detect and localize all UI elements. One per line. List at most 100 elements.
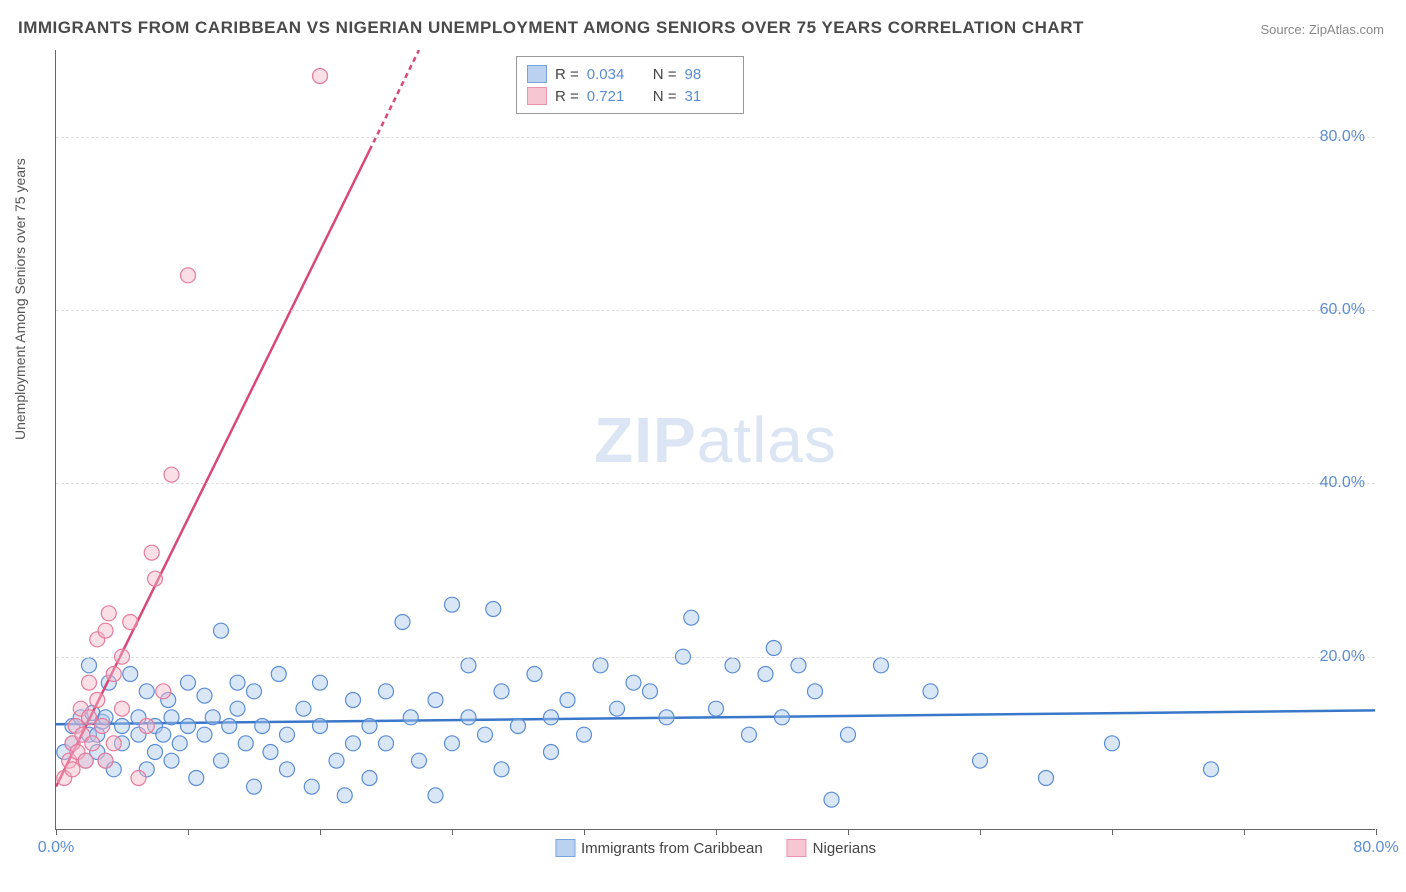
scatter-point — [1204, 762, 1219, 777]
scatter-point — [144, 545, 159, 560]
scatter-point — [544, 745, 559, 760]
scatter-point — [148, 571, 163, 586]
plot-svg — [56, 50, 1375, 829]
scatter-point — [923, 684, 938, 699]
scatter-point — [874, 658, 889, 673]
scatter-point — [412, 753, 427, 768]
n-value: 98 — [685, 66, 733, 83]
scatter-point — [123, 615, 138, 630]
scatter-point — [85, 736, 100, 751]
scatter-point — [461, 658, 476, 673]
scatter-point — [527, 667, 542, 682]
scatter-point — [230, 675, 245, 690]
r-value: 0.721 — [587, 88, 635, 105]
scatter-point — [461, 710, 476, 725]
scatter-point — [214, 623, 229, 638]
scatter-point — [478, 727, 493, 742]
scatter-point — [725, 658, 740, 673]
scatter-point — [78, 753, 93, 768]
legend-swatch — [527, 87, 547, 105]
scatter-point — [313, 719, 328, 734]
x-tick-mark — [1112, 829, 1113, 835]
scatter-point — [1105, 736, 1120, 751]
scatter-point — [205, 710, 220, 725]
scatter-point — [181, 675, 196, 690]
legend-swatch — [555, 839, 575, 857]
r-label: R = — [555, 66, 579, 83]
scatter-point — [346, 736, 361, 751]
scatter-point — [238, 736, 253, 751]
legend-swatch — [527, 65, 547, 83]
scatter-point — [403, 710, 418, 725]
scatter-point — [255, 719, 270, 734]
x-tick-mark — [188, 829, 189, 835]
scatter-point — [82, 675, 97, 690]
scatter-point — [379, 684, 394, 699]
scatter-point — [271, 667, 286, 682]
scatter-point — [329, 753, 344, 768]
scatter-point — [164, 710, 179, 725]
y-axis-label: Unemployment Among Seniors over 75 years — [12, 158, 28, 440]
x-tick-label: 80.0% — [1353, 839, 1398, 857]
scatter-point — [709, 701, 724, 716]
scatter-point — [98, 623, 113, 638]
scatter-point — [296, 701, 311, 716]
scatter-point — [643, 684, 658, 699]
scatter-point — [214, 753, 229, 768]
scatter-point — [577, 727, 592, 742]
scatter-point — [494, 762, 509, 777]
scatter-point — [593, 658, 608, 673]
scatter-point — [106, 736, 121, 751]
n-value: 31 — [685, 88, 733, 105]
scatter-point — [486, 602, 501, 617]
scatter-point — [181, 268, 196, 283]
x-tick-mark — [1244, 829, 1245, 835]
scatter-point — [82, 658, 97, 673]
scatter-point — [304, 779, 319, 794]
scatter-point — [148, 745, 163, 760]
scatter-point — [337, 788, 352, 803]
scatter-point — [445, 597, 460, 612]
scatter-point — [445, 736, 460, 751]
x-tick-mark — [452, 829, 453, 835]
scatter-point — [313, 675, 328, 690]
scatter-point — [511, 719, 526, 734]
scatter-point — [131, 771, 146, 786]
scatter-point — [841, 727, 856, 742]
scatter-point — [164, 467, 179, 482]
scatter-point — [65, 762, 80, 777]
scatter-point — [791, 658, 806, 673]
scatter-point — [428, 693, 443, 708]
scatter-point — [156, 684, 171, 699]
scatter-point — [98, 753, 113, 768]
legend-correlation: R =0.034N =98R =0.721N =31 — [516, 56, 744, 114]
scatter-point — [90, 693, 105, 708]
x-tick-mark — [56, 829, 57, 835]
scatter-point — [139, 684, 154, 699]
gridline — [56, 137, 1375, 138]
scatter-point — [973, 753, 988, 768]
scatter-point — [115, 701, 130, 716]
n-label: N = — [653, 66, 677, 83]
scatter-point — [156, 727, 171, 742]
n-label: N = — [653, 88, 677, 105]
scatter-point — [82, 710, 97, 725]
scatter-point — [115, 719, 130, 734]
scatter-point — [222, 719, 237, 734]
scatter-point — [766, 641, 781, 656]
x-tick-mark — [980, 829, 981, 835]
legend-correlation-row: R =0.721N =31 — [527, 85, 733, 107]
x-tick-mark — [320, 829, 321, 835]
scatter-point — [626, 675, 641, 690]
y-tick-label: 80.0% — [1320, 128, 1365, 146]
scatter-point — [139, 719, 154, 734]
scatter-point — [544, 710, 559, 725]
scatter-point — [362, 719, 377, 734]
source-label: Source: ZipAtlas.com — [1260, 22, 1384, 37]
scatter-point — [346, 693, 361, 708]
scatter-point — [659, 710, 674, 725]
scatter-point — [181, 719, 196, 734]
scatter-point — [172, 736, 187, 751]
scatter-point — [197, 688, 212, 703]
chart-title: IMMIGRANTS FROM CARIBBEAN VS NIGERIAN UN… — [18, 18, 1084, 38]
